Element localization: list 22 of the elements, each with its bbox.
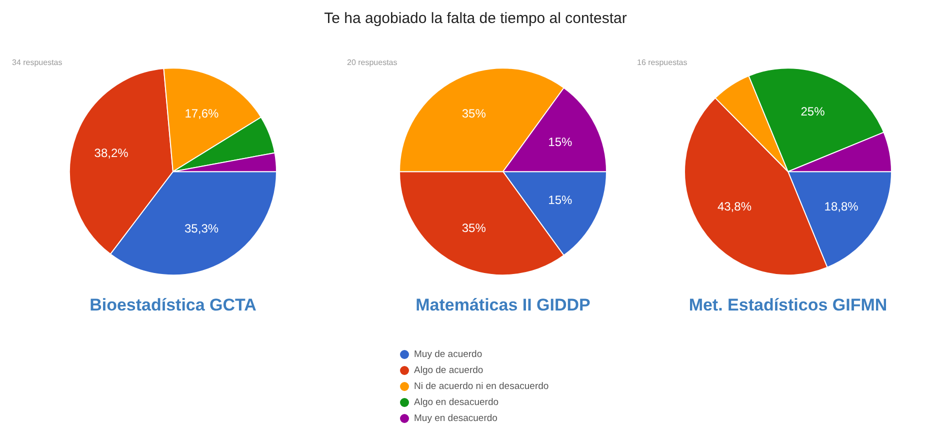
data-label: 17,6% [184, 106, 220, 121]
data-label: 35% [462, 221, 486, 236]
data-label: 38,2% [94, 146, 129, 160]
chart-subtitle: 20 respuestas [347, 58, 398, 68]
chart-subtitle: 16 respuestas [637, 58, 688, 68]
text: Te ha agobiado la falta de tiempo al contestar [323, 10, 628, 27]
data-label: 15% [548, 134, 573, 149]
data-label: 35,3% [184, 221, 219, 236]
chart-subtitle: 34 respuestas [12, 58, 62, 68]
legend-label: Muy en desacuerdo [414, 412, 498, 424]
data-label: 43,8% [717, 199, 752, 214]
legend-label: Algo en desacuerdo [414, 396, 499, 408]
data-label: 18,8% [824, 200, 859, 214]
text: Met. Estadísticos GIFMN [688, 295, 888, 314]
text: Matemáticas II GIDDP [416, 295, 590, 314]
data-label: 25% [800, 104, 826, 119]
text: Bioestadística GCTA [90, 295, 256, 314]
data-label: 15% [548, 193, 573, 208]
legend-label: Algo de acuerdo [414, 364, 484, 376]
data-label: 35% [462, 106, 486, 121]
legend-label: Ni de acuerdo ni en desacuerdo [414, 380, 549, 392]
legend-label: Muy de acuerdo [414, 348, 482, 360]
